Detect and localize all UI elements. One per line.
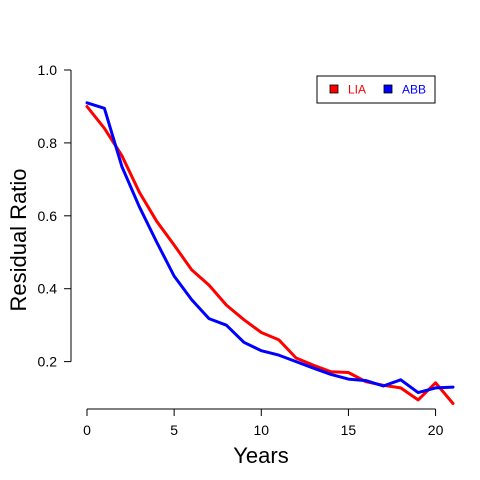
y-tick-label: 0.4 <box>38 281 58 297</box>
y-axis-title: Residual Ratio <box>6 168 31 311</box>
legend: LIA ABB <box>316 75 436 104</box>
x-tick-label: 20 <box>428 422 444 438</box>
plot-lines <box>85 101 455 405</box>
x-tick-label: 15 <box>341 422 357 438</box>
legend-swatch-lia <box>329 84 339 94</box>
x-axis-title: Years <box>233 443 288 468</box>
y-tick-label: 0.8 <box>38 135 58 151</box>
x-tick-label: 5 <box>170 422 178 438</box>
series-line-lia <box>85 105 455 405</box>
legend-label-lia: LIA <box>348 83 366 97</box>
y-tick-label: 0.6 <box>38 208 58 224</box>
axes: 0 5 10 15 20 0.2 0.4 0.6 0.8 1.0 <box>38 62 444 438</box>
legend-label-abb: ABB <box>402 83 426 97</box>
x-tick-label: 0 <box>83 422 91 438</box>
legend-swatch-abb <box>383 84 393 94</box>
y-tick-label: 0.2 <box>38 354 58 370</box>
series-line-abb <box>85 101 455 395</box>
y-tick-label: 1.0 <box>38 62 58 78</box>
x-tick-label: 10 <box>253 422 269 438</box>
